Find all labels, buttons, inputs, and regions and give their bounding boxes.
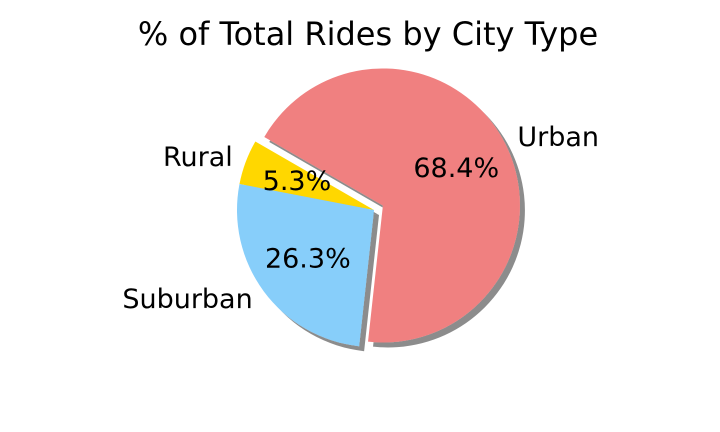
slice-label-rural: Rural (163, 142, 233, 173)
slice-pct-suburban: 26.3% (265, 243, 351, 274)
slice-pct-urban: 68.4% (413, 153, 499, 184)
pie-slice-suburban (237, 184, 374, 347)
pie-slice-rural (239, 141, 374, 210)
chart-title: % of Total Rides by City Type (138, 15, 598, 53)
slices-layer (237, 68, 520, 347)
slice-label-urban: Urban (517, 122, 599, 153)
slice-pct-rural: 5.3% (263, 166, 332, 197)
labels-layer: Rural 5.3% Suburban 26.3% Urban 68.4% (122, 122, 599, 315)
slice-label-suburban: Suburban (122, 284, 252, 315)
pie-slice-urban (264, 68, 520, 343)
